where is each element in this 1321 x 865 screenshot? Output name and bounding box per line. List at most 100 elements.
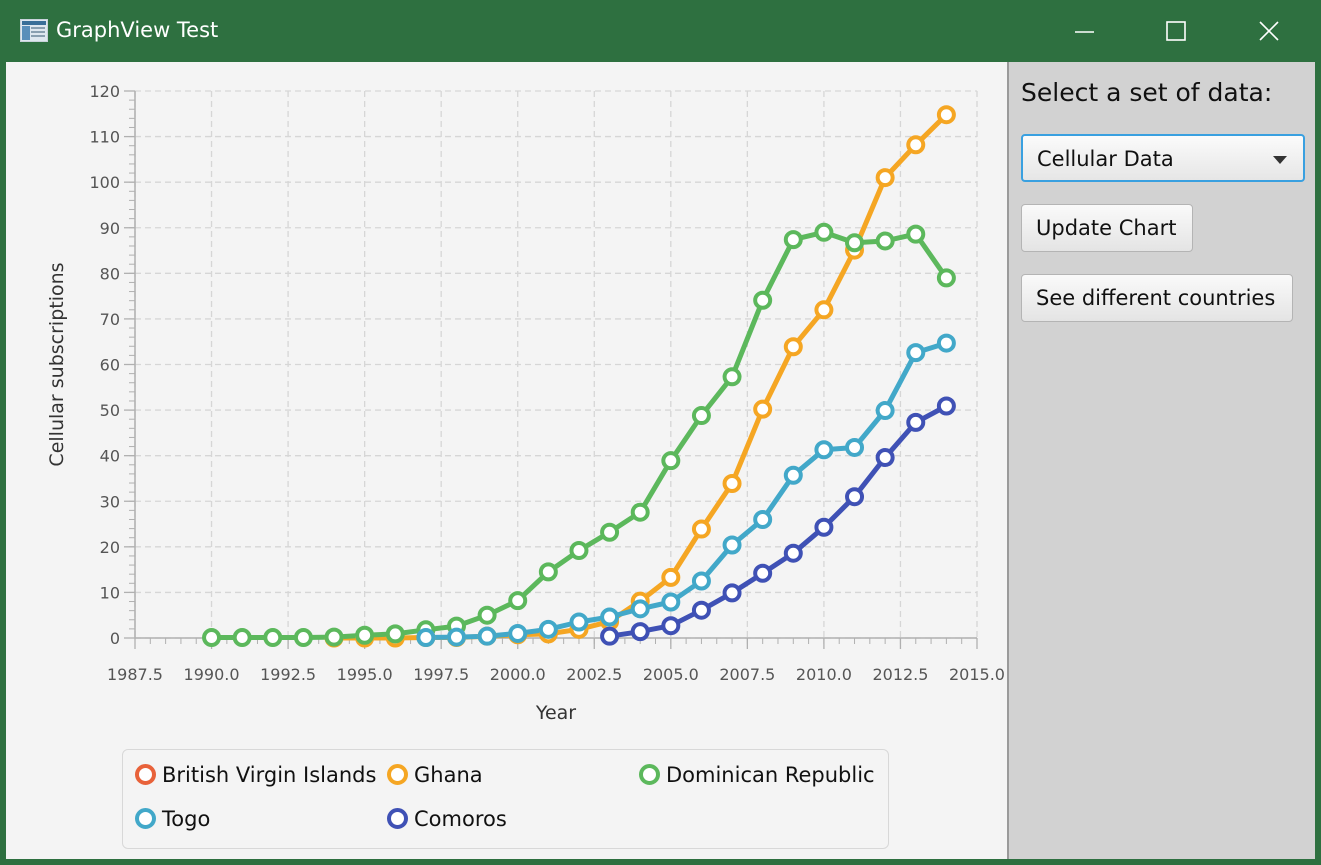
x-tick-label: 1992.5 <box>260 665 316 684</box>
data-point <box>722 367 742 387</box>
data-point <box>661 592 681 612</box>
legend-label: Togo <box>162 807 211 831</box>
data-point <box>906 224 926 244</box>
close-button[interactable] <box>1222 0 1314 62</box>
data-point <box>753 290 773 310</box>
data-point <box>569 540 589 560</box>
data-point <box>936 105 956 125</box>
minimize-icon <box>1075 31 1094 33</box>
line-chart: 0 10 20 30 40 50 60 70 80 90 100 110 120 1987.5 1990.0… <box>6 62 1007 859</box>
title-bar[interactable]: GraphView Test <box>0 0 1321 62</box>
legend-swatch <box>135 808 156 829</box>
legend-swatch <box>387 808 408 829</box>
data-point <box>845 233 865 253</box>
data-point <box>783 230 803 250</box>
data-point <box>661 451 681 471</box>
minimize-button[interactable] <box>1038 0 1130 62</box>
data-point <box>906 135 926 155</box>
data-point <box>722 473 742 493</box>
data-point <box>508 623 528 643</box>
data-point <box>936 333 956 353</box>
legend-item-comoros: Comoros <box>387 807 507 831</box>
data-point <box>753 509 773 529</box>
close-icon <box>1259 21 1279 41</box>
legend-item-dominican-republic: Dominican Republic <box>639 763 875 787</box>
y-tick-label: 0 <box>110 629 120 648</box>
chart-svg: 0 10 20 30 40 50 60 70 80 90 100 110 120 1987.5 1990.0… <box>46 82 1005 724</box>
dataset-dropdown-value: Cellular Data <box>1037 147 1174 171</box>
data-point <box>263 628 283 648</box>
data-point <box>630 599 650 619</box>
data-point <box>845 437 865 457</box>
data-point <box>661 616 681 636</box>
x-tick-label: 2015.0 <box>949 665 1005 684</box>
chart-legend: British Virgin Islands Ghana Dominican R… <box>122 749 889 849</box>
data-point <box>753 399 773 419</box>
legend-label: Comoros <box>414 807 507 831</box>
update-chart-button[interactable]: Update Chart <box>1021 204 1193 252</box>
data-point <box>477 626 497 646</box>
data-point <box>875 401 895 421</box>
x-tick-label: 2010.0 <box>796 665 852 684</box>
data-point <box>936 268 956 288</box>
data-point <box>600 522 620 542</box>
data-point <box>600 626 620 646</box>
data-point <box>783 543 803 563</box>
data-point <box>355 625 375 645</box>
data-point <box>783 337 803 357</box>
data-point <box>293 628 313 648</box>
data-point <box>691 571 711 591</box>
data-point <box>722 583 742 603</box>
data-point <box>630 622 650 642</box>
y-tick-label: 60 <box>100 356 120 375</box>
data-point <box>324 627 344 647</box>
data-point <box>783 465 803 485</box>
x-tick-label: 2002.5 <box>566 665 622 684</box>
data-point <box>906 343 926 363</box>
data-point <box>875 168 895 188</box>
legend-item-togo: Togo <box>135 807 210 831</box>
maximize-icon <box>1166 21 1186 41</box>
data-point <box>661 567 681 587</box>
data-point <box>875 447 895 467</box>
x-tick-label: 2005.0 <box>643 665 699 684</box>
app-icon <box>20 19 48 42</box>
data-point <box>538 619 558 639</box>
data-point <box>477 605 497 625</box>
maximize-button[interactable] <box>1130 0 1222 62</box>
legend-swatch <box>639 764 660 785</box>
y-tick-label: 120 <box>89 82 120 101</box>
data-point <box>936 396 956 416</box>
x-tick-label: 1997.5 <box>413 665 469 684</box>
data-point <box>446 627 466 647</box>
data-point <box>691 406 711 426</box>
data-point <box>814 440 834 460</box>
x-tick-label: 2007.5 <box>719 665 775 684</box>
legend-label: Ghana <box>414 763 483 787</box>
control-panel: Select a set of data: Cellular Data Upda… <box>1007 62 1315 859</box>
data-point <box>232 628 252 648</box>
data-point <box>691 519 711 539</box>
window-title: GraphView Test <box>56 18 219 42</box>
data-point <box>845 487 865 507</box>
data-point <box>416 628 436 648</box>
dataset-dropdown[interactable]: Cellular Data <box>1021 134 1305 182</box>
data-point <box>569 612 589 632</box>
legend-label: Dominican Republic <box>666 763 875 787</box>
x-tick-label: 1987.5 <box>107 665 163 684</box>
y-tick-label: 110 <box>89 128 120 147</box>
x-tick-label: 1990.0 <box>184 665 240 684</box>
legend-swatch <box>135 764 156 785</box>
y-tick-label: 90 <box>100 219 120 238</box>
legend-item-british-virgin-islands: British Virgin Islands <box>135 763 376 787</box>
data-point <box>875 231 895 251</box>
data-point <box>202 628 222 648</box>
select-dataset-label: Select a set of data: <box>1021 78 1273 107</box>
see-different-countries-button[interactable]: See different countries <box>1021 274 1293 322</box>
x-tick-label: 1995.0 <box>337 665 393 684</box>
data-point <box>508 591 528 611</box>
chevron-down-icon <box>1273 156 1287 164</box>
data-point <box>814 517 834 537</box>
data-point <box>753 563 773 583</box>
y-tick-label: 100 <box>89 173 120 192</box>
